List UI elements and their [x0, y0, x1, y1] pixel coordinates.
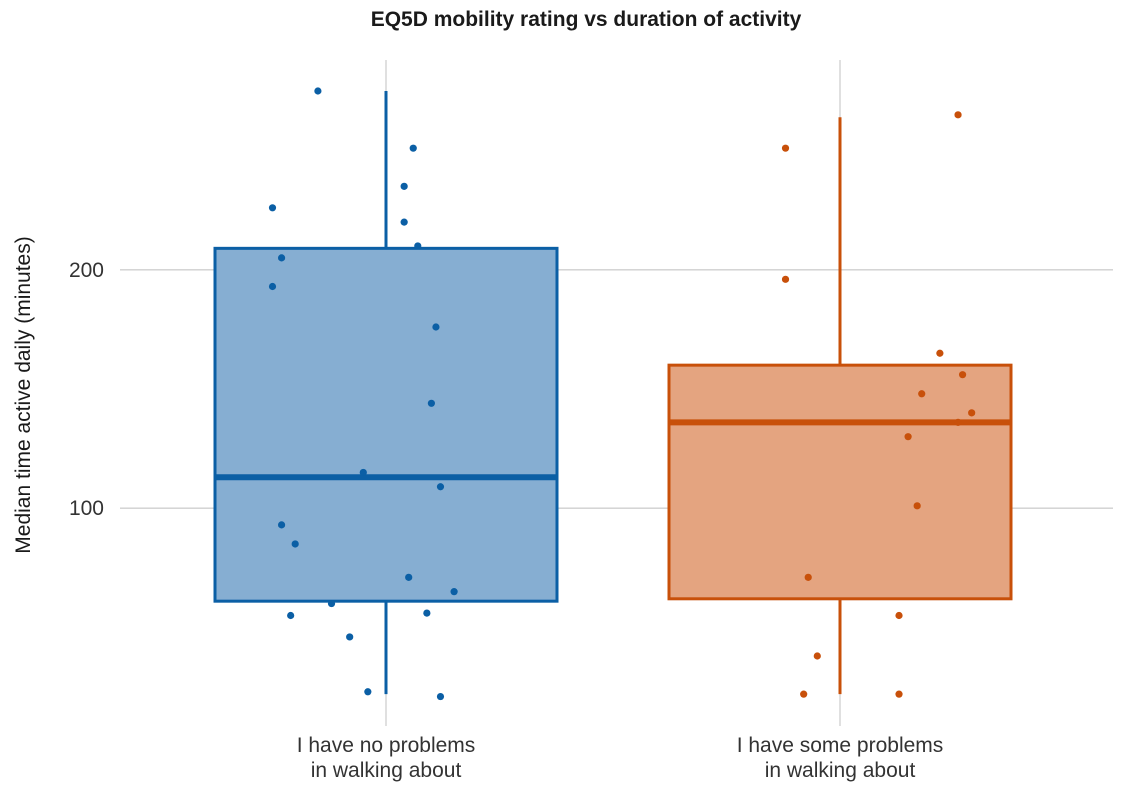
y-axis-label: Median time active daily (minutes) — [12, 236, 35, 553]
data-point — [436, 483, 445, 491]
data-point — [291, 540, 299, 548]
data-point — [781, 144, 790, 152]
data-point — [436, 692, 445, 701]
x-tick-label-line: in walking about — [765, 759, 916, 782]
x-tick-label-line: in walking about — [311, 759, 462, 782]
data-point — [904, 433, 912, 441]
data-point — [954, 418, 962, 426]
data-point — [346, 633, 354, 641]
x-tick-label: I have no problems in walking about — [297, 734, 476, 782]
data-point — [781, 275, 790, 283]
data-point — [918, 390, 926, 398]
box-group-1 — [213, 90, 559, 695]
data-point — [409, 144, 417, 152]
data-point — [268, 204, 277, 212]
data-point — [800, 690, 808, 698]
data-point — [432, 323, 440, 331]
data-point — [364, 688, 372, 696]
x-tick-label-line: I have some problems — [737, 734, 944, 757]
box-layer — [213, 90, 1013, 695]
data-point — [804, 573, 812, 581]
data-point — [958, 371, 967, 379]
data-point — [954, 111, 962, 119]
data-point — [936, 349, 944, 357]
data-point — [277, 254, 286, 262]
data-point — [405, 573, 413, 581]
box-group-2 — [667, 117, 1013, 695]
chart-title: EQ5D mobility rating vs duration of acti… — [371, 8, 802, 31]
data-point — [813, 652, 821, 660]
x-tick-label-line: I have no problems — [297, 734, 476, 757]
data-point — [359, 468, 367, 477]
data-point — [450, 588, 458, 596]
iqr-box — [667, 363, 1013, 601]
jitter-points — [268, 87, 976, 701]
data-point — [400, 218, 408, 226]
data-point — [414, 242, 422, 250]
iqr-box — [213, 246, 559, 603]
data-point — [913, 502, 921, 510]
data-point — [287, 611, 295, 620]
data-point — [895, 611, 903, 620]
data-point — [314, 87, 322, 95]
data-point — [427, 399, 435, 407]
data-point — [423, 609, 431, 617]
data-point — [895, 690, 903, 698]
data-point — [268, 282, 277, 291]
data-point — [277, 521, 286, 529]
x-tick-label: I have some problems in walking about — [737, 734, 944, 782]
data-point — [968, 409, 976, 417]
y-tick-label: 200 — [69, 259, 104, 282]
y-tick-label: 100 — [69, 497, 104, 520]
data-point — [327, 599, 336, 608]
data-point — [400, 182, 408, 190]
